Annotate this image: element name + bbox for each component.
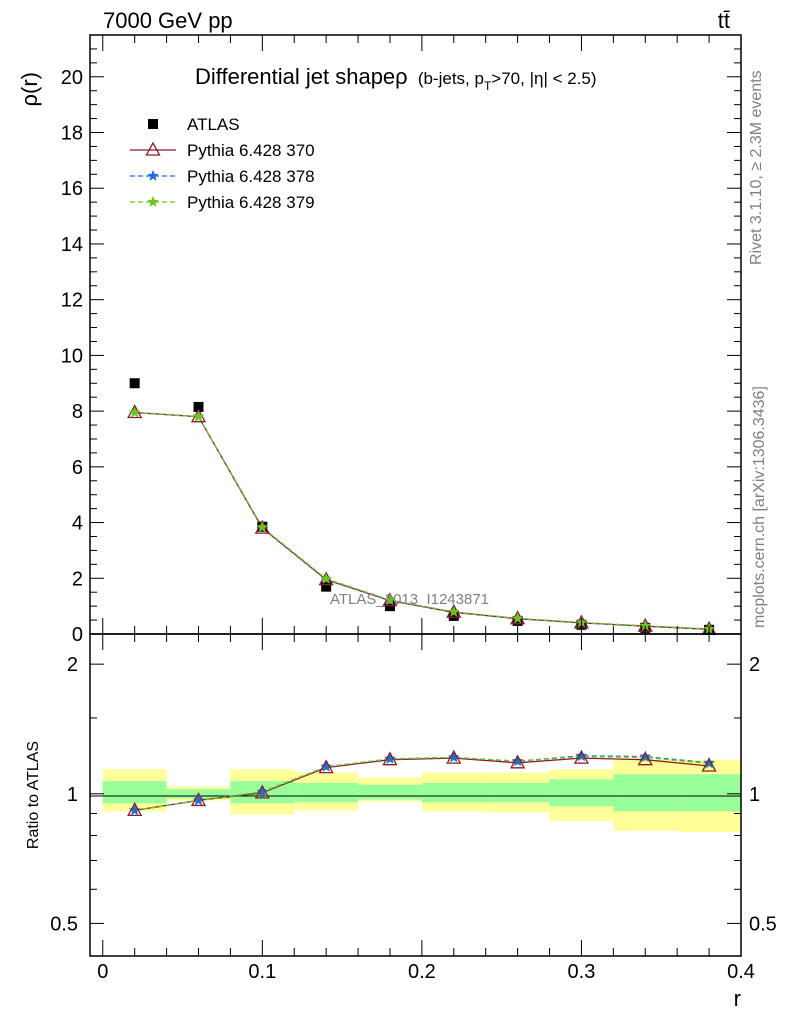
main-panel: 0 2 4 6 8 10 12 14 16 18 20 ρ(r) ATLAS_2013_I12438… bbox=[17, 34, 742, 646]
ratio-band-green bbox=[358, 784, 422, 800]
main-ytick-label: 18 bbox=[61, 123, 83, 145]
ratio-marks bbox=[127, 749, 717, 817]
ratio-point bbox=[446, 749, 462, 764]
ratio-ytick-label-right: 0.5 bbox=[749, 913, 777, 935]
ratio-point bbox=[701, 757, 717, 772]
title-sub-subscript: T bbox=[484, 79, 492, 93]
main-point bbox=[193, 401, 204, 412]
ratio-band-green bbox=[549, 779, 614, 807]
ratio-point bbox=[254, 784, 270, 799]
ratio-frame bbox=[89, 633, 742, 957]
main-ylabel: ρ(r) bbox=[17, 72, 42, 107]
ratio-panel: 0.5 0.5 1 1 2 2 0 0.1 0.2 0.3 0.4 Ratio to ATLAS r bbox=[25, 633, 777, 1011]
main-ytick-label: 8 bbox=[72, 401, 83, 423]
xtick-label: 0.2 bbox=[408, 961, 436, 983]
ratio-point bbox=[320, 760, 333, 772]
main-point bbox=[256, 521, 269, 533]
ratio-ticks: 0.5 0.5 1 1 2 2 0 0.1 0.2 0.3 0.4 bbox=[50, 634, 777, 983]
ratio-ytick-label: 2 bbox=[67, 654, 78, 676]
main-ytick-label: 0 bbox=[72, 624, 83, 646]
main-point bbox=[128, 406, 141, 418]
x-axis-label: r bbox=[734, 986, 741, 1011]
main-ytick-label: 14 bbox=[61, 234, 83, 256]
main-point bbox=[448, 610, 459, 621]
main-ytick-label: 4 bbox=[72, 513, 83, 535]
legend-marker bbox=[145, 141, 161, 156]
title-sub: (b-jets, p bbox=[418, 69, 484, 88]
main-ytick-label: 12 bbox=[61, 290, 83, 312]
watermark: ATLAS_2013_I1243871 bbox=[330, 591, 489, 608]
ratio-point bbox=[192, 794, 205, 806]
main-ytick-label: 10 bbox=[61, 345, 83, 367]
title-main: Differential jet shapeρ bbox=[195, 64, 408, 89]
ratio-band-green bbox=[102, 781, 167, 804]
main-ytick-label: 16 bbox=[61, 178, 83, 200]
legend-marker bbox=[147, 195, 159, 207]
ratio-band-green bbox=[421, 782, 486, 803]
ratio-point bbox=[382, 751, 398, 766]
ratio-ytick-label-right: 2 bbox=[749, 654, 760, 676]
ratio-ytick-label: 1 bbox=[67, 784, 78, 806]
rivet-label: Rivet 3.1.10, ≥ 2.3M events bbox=[748, 70, 765, 265]
main-point bbox=[511, 612, 524, 624]
xtick-label: 0 bbox=[97, 961, 108, 983]
ratio-band-green bbox=[294, 782, 359, 803]
process-label: tt̄ bbox=[718, 8, 730, 33]
legend-label: ATLAS bbox=[187, 115, 240, 134]
ratio-point bbox=[384, 752, 396, 764]
title-sub-rest: >70, |η| < 2.5) bbox=[491, 69, 596, 88]
ratio-point bbox=[511, 754, 524, 767]
main-point bbox=[320, 572, 333, 584]
ratio-point bbox=[127, 802, 143, 817]
ratio-point bbox=[573, 749, 590, 764]
ratio-ylabel: Ratio to ATLAS bbox=[25, 741, 42, 849]
legend-label: Pythia 6.428 378 bbox=[187, 167, 315, 186]
main-ytick-label: 20 bbox=[61, 67, 83, 89]
main-ticks: 0 2 4 6 8 10 12 14 16 18 20 bbox=[61, 34, 742, 646]
ratio-point bbox=[318, 759, 334, 774]
legend-label: Pythia 6.428 370 bbox=[187, 141, 315, 160]
ratio-point bbox=[637, 751, 653, 766]
ratio-ytick-label: 0.5 bbox=[50, 913, 78, 935]
ratio-point bbox=[639, 750, 652, 762]
xtick-label: 0.3 bbox=[568, 961, 596, 983]
xtick-label: 0.1 bbox=[248, 961, 276, 983]
legend-marker bbox=[148, 119, 158, 129]
ratio-point bbox=[703, 756, 715, 768]
energy-label: 7000 GeV pp bbox=[103, 8, 233, 33]
main-point bbox=[321, 581, 332, 592]
mcplots-label: mcplots.cern.ch [arXiv:1306.3436] bbox=[751, 386, 768, 628]
ratio-point bbox=[575, 749, 588, 761]
main-ytick-label: 2 bbox=[72, 568, 83, 590]
main-point bbox=[384, 593, 396, 606]
ratio-ytick-label-right: 1 bbox=[749, 784, 760, 806]
legend-marker bbox=[147, 169, 159, 181]
main-title: Differential jet shapeρ (b-jets, pT>70, … bbox=[195, 64, 597, 93]
main-point bbox=[129, 378, 140, 389]
ratio-band-green bbox=[613, 774, 678, 812]
xtick-label: 0.4 bbox=[727, 961, 755, 983]
ratio-point bbox=[256, 785, 269, 797]
ratio-band-green bbox=[677, 774, 741, 812]
legend: ATLAS Pythia 6.428 370 Pythia 6.428 378 Pyt… bbox=[130, 115, 315, 212]
main-point bbox=[447, 605, 460, 617]
main-point bbox=[192, 410, 205, 422]
legend-label: Pythia 6.428 379 bbox=[187, 193, 315, 212]
ratio-point bbox=[447, 751, 460, 763]
ratio-series-line bbox=[134, 755, 710, 812]
main-ytick-label: 6 bbox=[72, 457, 83, 479]
ratio-point bbox=[190, 792, 207, 807]
ratio-band-green bbox=[485, 782, 550, 803]
ratio-point bbox=[510, 754, 526, 769]
ratio-point bbox=[128, 804, 141, 816]
